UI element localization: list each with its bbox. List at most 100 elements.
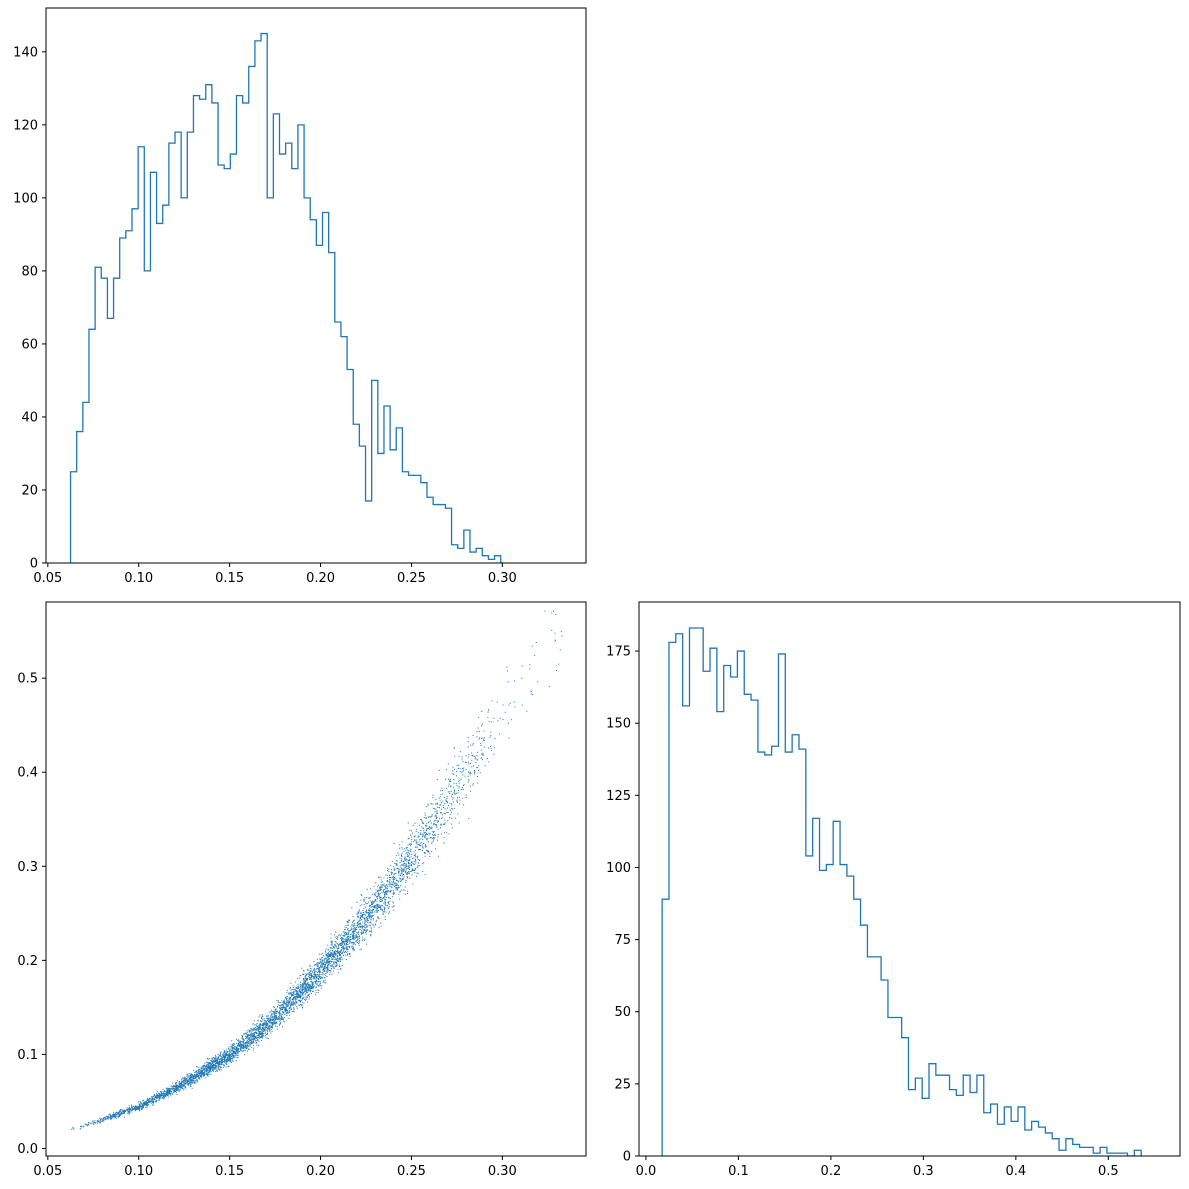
scatter-point — [380, 884, 382, 886]
scatter-point — [377, 896, 379, 897]
scatter-point — [247, 1036, 249, 1038]
scatter-point — [435, 825, 437, 827]
scatter-point — [248, 1045, 249, 1047]
scatter-point — [242, 1042, 244, 1044]
scatter-point — [160, 1093, 162, 1095]
scatter-point — [302, 988, 304, 990]
scatter-point — [477, 782, 479, 784]
scatter-point — [432, 834, 434, 836]
scatter-point — [143, 1104, 145, 1106]
scatter-point — [283, 1002, 285, 1004]
scatter-point — [229, 1051, 231, 1053]
scatter-point — [400, 889, 402, 891]
scatter-point — [274, 1022, 276, 1024]
scatter-point — [229, 1057, 231, 1059]
scatter-point — [210, 1062, 212, 1064]
scatter-point — [319, 983, 321, 985]
scatter-point — [381, 910, 383, 912]
scatter-point — [139, 1106, 141, 1108]
scatter-point — [529, 664, 531, 666]
scatter-point — [383, 891, 385, 893]
scatter-point — [341, 941, 343, 943]
scatter-point — [401, 860, 402, 862]
scatter-point — [395, 878, 397, 880]
scatter-point — [178, 1084, 180, 1086]
scatter-point — [307, 987, 309, 989]
scatter-point — [383, 906, 385, 908]
scatter-point — [262, 1029, 264, 1031]
scatter-point — [330, 933, 332, 935]
scatter-point — [420, 819, 422, 820]
scatter-point — [359, 939, 361, 941]
scatter-point — [481, 725, 483, 727]
scatter-point — [117, 1112, 119, 1114]
scatter-point — [526, 710, 528, 712]
scatter-point — [241, 1037, 243, 1039]
scatter-point — [226, 1054, 228, 1055]
scatter-point — [215, 1055, 216, 1057]
scatter-point — [432, 803, 434, 805]
scatter-point — [352, 928, 354, 930]
scatter-point — [132, 1109, 134, 1111]
scatter-point — [308, 973, 310, 975]
scatter-point — [326, 961, 328, 963]
scatter-point — [274, 1016, 275, 1018]
scatter-point — [313, 960, 315, 962]
scatter-point — [171, 1086, 173, 1088]
scatter-point — [444, 819, 446, 821]
scatter-point — [333, 963, 335, 964]
scatter-point — [364, 921, 366, 923]
scatter-point — [319, 978, 321, 980]
scatter-point — [212, 1068, 214, 1070]
scatter-point — [303, 970, 305, 972]
scatter-point — [130, 1109, 132, 1111]
scatter-point — [453, 782, 455, 784]
x-tick-label: 0.10 — [124, 1164, 153, 1179]
scatter-point — [388, 906, 390, 908]
scatter-point — [363, 918, 365, 920]
scatter-point — [248, 1029, 250, 1031]
scatter-point — [137, 1108, 139, 1109]
scatter-point — [422, 838, 424, 840]
scatter-point — [399, 862, 401, 864]
scatter-point — [287, 993, 289, 995]
scatter-point — [81, 1126, 83, 1128]
scatter-point — [480, 749, 482, 751]
scatter-point — [313, 968, 315, 969]
scatter-point — [222, 1061, 223, 1063]
scatter-point — [446, 798, 448, 800]
scatter-point — [294, 993, 296, 995]
scatter-point — [384, 894, 386, 896]
scatter-point — [244, 1045, 246, 1047]
scatter-point — [246, 1036, 248, 1038]
scatter-point — [350, 925, 352, 927]
scatter-point — [292, 1000, 294, 1002]
scatter-point — [326, 976, 328, 977]
scatter-point — [353, 929, 355, 931]
scatter-point — [530, 693, 532, 695]
scatter-point — [401, 870, 403, 872]
scatter-point — [431, 814, 433, 816]
scatter-point — [195, 1074, 196, 1076]
scatter-point — [344, 932, 346, 934]
scatter-point — [462, 767, 463, 769]
scatter-point — [134, 1109, 136, 1111]
scatter-point — [392, 905, 394, 907]
scatter-point — [250, 1037, 252, 1039]
scatter-point — [370, 888, 372, 890]
scatter-point — [324, 981, 326, 983]
scatter-point — [335, 953, 337, 954]
scatter-point — [373, 901, 375, 903]
scatter-point — [401, 854, 403, 856]
scatter-point — [440, 804, 442, 806]
scatter-point — [399, 890, 401, 892]
scatter-point — [127, 1111, 129, 1113]
scatter-point — [311, 986, 313, 988]
scatter-point — [329, 961, 331, 963]
scatter-point — [388, 871, 390, 873]
scatter-point — [371, 910, 373, 912]
scatter-point — [271, 1009, 273, 1011]
scatter-point — [201, 1071, 203, 1073]
scatter-point — [341, 947, 343, 949]
scatter-point — [448, 833, 450, 835]
